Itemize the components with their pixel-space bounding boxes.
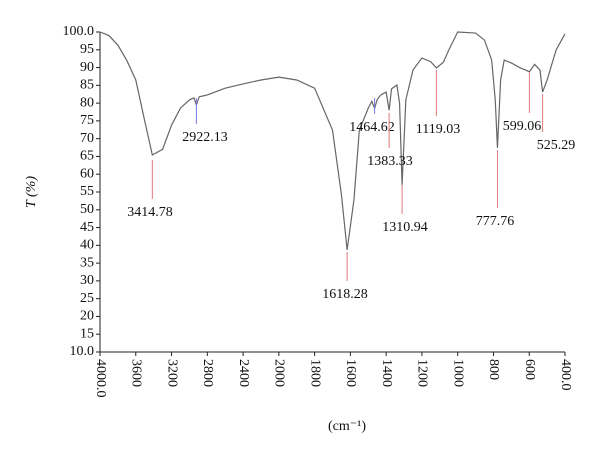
y-tick-label: 20 bbox=[80, 309, 94, 324]
peak-label: 3414.78 bbox=[127, 205, 173, 220]
y-tick-label: 25 bbox=[80, 291, 94, 306]
y-tick-label: 50 bbox=[80, 202, 94, 217]
y-tick-label: 55 bbox=[80, 184, 94, 199]
y-tick-label: 90 bbox=[80, 60, 94, 75]
y-tick-label: 35 bbox=[80, 255, 94, 270]
y-tick-label: 15 bbox=[80, 326, 94, 341]
x-tick-label: 800 bbox=[486, 359, 501, 380]
x-tick-label: 2800 bbox=[200, 359, 215, 387]
y-tick-label: 10.0 bbox=[70, 344, 95, 359]
y-tick-label: 75 bbox=[80, 113, 94, 128]
x-tick-label: 1600 bbox=[343, 359, 358, 387]
x-tick-label: 600 bbox=[522, 359, 537, 380]
x-tick-label: 3200 bbox=[164, 359, 179, 387]
y-tick-label: 30 bbox=[80, 273, 94, 288]
x-tick-label: 1000 bbox=[450, 359, 465, 387]
y-tick-label: 60 bbox=[80, 166, 94, 181]
peak-label: 1310.94 bbox=[382, 220, 428, 235]
y-tick-label: 100.0 bbox=[63, 24, 95, 39]
x-tick-label: 1200 bbox=[415, 359, 430, 387]
x-tick-label: 2400 bbox=[236, 359, 251, 387]
y-tick-label: 65 bbox=[80, 149, 94, 164]
spectrum-line bbox=[99, 31, 566, 251]
y-tick-label: 80 bbox=[80, 95, 94, 110]
x-tick-label: 2000 bbox=[272, 359, 287, 387]
peak-label: 2922.13 bbox=[182, 130, 228, 145]
peak-label: 777.76 bbox=[476, 214, 515, 229]
y-tick-label: 45 bbox=[80, 220, 94, 235]
peak-label: 599.06 bbox=[503, 119, 542, 134]
x-tick-label: 1400 bbox=[379, 359, 394, 387]
y-tick-label: 95 bbox=[80, 42, 94, 57]
peak-label: 1119.03 bbox=[416, 122, 460, 137]
peak-label: 1464.62 bbox=[349, 120, 395, 135]
peak-label: 1383.33 bbox=[367, 154, 413, 169]
x-tick-label: 4000.0 bbox=[93, 359, 108, 398]
x-axis-label: (cm⁻¹) bbox=[328, 419, 366, 434]
x-tick-label: 400.0 bbox=[558, 359, 573, 391]
peak-label: 1618.28 bbox=[322, 287, 368, 302]
y-axis-label: T (%) bbox=[24, 176, 39, 208]
x-tick-label: 3600 bbox=[129, 359, 144, 387]
x-tick-label: 1800 bbox=[307, 359, 322, 387]
y-tick-label: 85 bbox=[80, 78, 94, 93]
y-tick-label: 70 bbox=[80, 131, 94, 146]
peak-label: 525.29 bbox=[537, 138, 576, 153]
y-tick-label: 40 bbox=[80, 238, 94, 253]
